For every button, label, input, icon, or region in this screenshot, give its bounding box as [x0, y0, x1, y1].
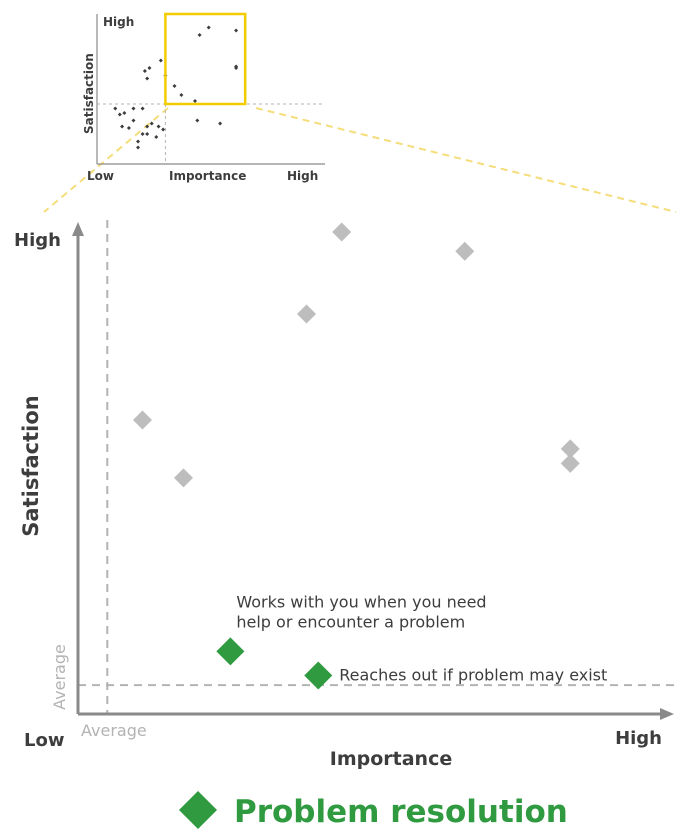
overview-point-2: [234, 28, 239, 33]
point-label-1: Reaches out if problem may exist: [339, 665, 607, 684]
zoom-box: [164, 12, 247, 106]
y-high-label: High: [14, 230, 61, 251]
overview-point-4: [142, 69, 147, 73]
overview-chart: High Satisfaction Low Importance High: [43, 12, 677, 213]
highlight-point-1: [304, 661, 333, 690]
overview-point-5: [147, 66, 152, 70]
point-label-0: Works with you when you need help or enco…: [236, 592, 486, 631]
detail-chart: Works with you when you need help or enco…: [14, 220, 676, 770]
overview-point-26: [136, 139, 141, 144]
y-axis-arrowhead: [72, 222, 84, 236]
overview-point-3: [158, 58, 163, 63]
highlight-point-0: [216, 637, 245, 666]
overview-point-1: [206, 25, 211, 30]
overview-point-20: [126, 126, 131, 130]
zoom-connector-left: [43, 107, 169, 213]
overview-x-low-label: Low: [87, 169, 114, 183]
diamond-icon: [179, 791, 217, 829]
overview-x-high-label: High: [287, 169, 318, 183]
overview-point-25: [154, 135, 159, 139]
overview-y-high-label: High: [103, 15, 134, 29]
overview-point-6: [145, 76, 150, 81]
chart-title-group: Problem resolution: [179, 791, 568, 830]
point-0: [332, 222, 352, 242]
x-high-label: High: [615, 728, 662, 749]
point-1: [455, 241, 475, 261]
overview-point-17: [140, 106, 145, 111]
overview-points: [113, 25, 239, 150]
x-axis-label: Importance: [330, 748, 452, 770]
overview-point-10: [193, 99, 198, 103]
overview-point-22: [149, 121, 154, 126]
overview-y-axis-label: Satisfaction: [82, 53, 96, 134]
overview-x-axis-label: Importance: [169, 169, 246, 183]
x-axis-arrowhead: [660, 708, 674, 720]
overview-point-21: [145, 124, 150, 129]
overview-point-24: [161, 127, 166, 132]
point-3: [132, 410, 152, 430]
x-low-label: Low: [24, 730, 64, 751]
overview-point-23: [156, 124, 161, 129]
point-6: [560, 439, 580, 459]
overview-point-28: [136, 145, 141, 150]
overview-point-8: [172, 84, 177, 88]
chart-title: Problem resolution: [234, 794, 568, 830]
overview-point-31: [218, 121, 223, 126]
overview-point-14: [117, 112, 122, 117]
point-labels: Works with you when you need help or enco…: [236, 592, 607, 684]
overview-point-0: [197, 33, 202, 37]
overview-point-12: [234, 64, 239, 69]
overview-point-16: [131, 106, 136, 111]
overview-point-29: [140, 132, 145, 136]
overview-point-19: [120, 124, 125, 129]
zoom-connector-right: [255, 107, 677, 213]
overview-point-13: [113, 106, 118, 111]
average-satisfaction-label: Average: [50, 644, 69, 710]
point-2: [297, 304, 317, 324]
y-axis-label: Satisfaction: [19, 395, 43, 536]
overview-point-18: [131, 118, 136, 123]
point-5: [560, 453, 580, 473]
average-importance-label: Average: [81, 721, 147, 740]
overview-point-9: [179, 93, 184, 97]
overview-point-30: [195, 118, 200, 123]
overview-point-27: [145, 132, 150, 136]
overview-point-15: [122, 111, 127, 115]
detail-points: [132, 222, 580, 690]
point-4: [173, 468, 193, 488]
